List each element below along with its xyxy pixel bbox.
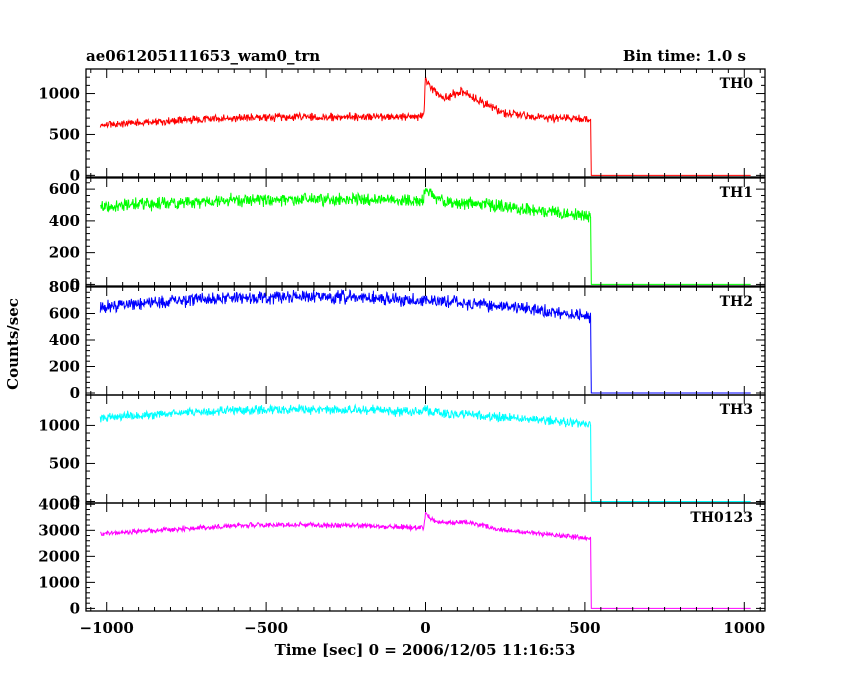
panel-label-th0: TH0 <box>720 76 754 92</box>
y-tick-label: 600 <box>49 305 80 323</box>
panels-group: 0 500 1000 TH0 0 200 400 600 TH1 0 200 400 600 800 TH2… <box>38 68 766 637</box>
series-line-th0123 <box>100 511 751 609</box>
y-tick-label: 4000 <box>38 495 80 513</box>
x-tick-label: 500 <box>569 619 600 637</box>
y-tick-label: 0 <box>70 384 80 402</box>
panel-frame <box>85 502 766 612</box>
panel-label-th1: TH1 <box>720 185 753 201</box>
panel-frame <box>85 177 766 287</box>
y-tick-label: 400 <box>49 331 80 349</box>
y-tick-label: 1000 <box>38 416 80 434</box>
y-tick-label: 0 <box>70 166 80 184</box>
y-tick-label: 0 <box>70 492 80 510</box>
panel-th0: 0 500 1000 TH0 <box>38 68 766 184</box>
chart-title: ae061205111653_wam0_trn <box>86 47 320 65</box>
series-line-th0 <box>99 76 751 176</box>
panel-label-th0123: TH0123 <box>690 510 753 526</box>
y-tick-label: 2000 <box>38 547 80 565</box>
y-tick-label: 0 <box>70 599 80 617</box>
y-tick-label: 800 <box>49 278 80 296</box>
x-tick-label: −1000 <box>80 619 134 637</box>
y-tick-label: 400 <box>49 212 80 230</box>
x-axis-title: Time [sec] 0 = 2006/12/05 11:16:53 <box>275 641 576 659</box>
series-line-th2 <box>99 288 751 394</box>
x-tick-label: 1000 <box>723 619 765 637</box>
y-tick-label: 3000 <box>38 521 80 539</box>
panel-th1: 0 200 400 600 TH1 <box>49 177 766 293</box>
panel-label-th2: TH2 <box>720 294 753 310</box>
x-tick-label: 0 <box>420 619 430 637</box>
y-tick-label: 200 <box>49 358 80 376</box>
panel-label-th3: TH3 <box>720 402 753 418</box>
series-line-th1 <box>99 187 751 285</box>
y-axis-title: Counts/sec <box>4 298 22 390</box>
y-tick-label: 1000 <box>38 573 80 591</box>
y-tick-label: 200 <box>49 244 80 262</box>
y-tick-label: 0 <box>70 275 80 293</box>
y-tick-label: 500 <box>49 454 80 472</box>
series-line-th3 <box>99 403 751 502</box>
panel-th0123: 0 1000 2000 3000 4000 TH0123 −1000 −500 0 500 1000 <box>38 495 766 637</box>
x-tick-label: −500 <box>244 619 288 637</box>
y-tick-label: 600 <box>49 180 80 198</box>
y-tick-label: 500 <box>49 125 80 143</box>
panel-th2: 0 200 400 600 800 TH2 <box>49 278 766 402</box>
panel-th3: 0 500 1000 TH3 <box>38 394 766 510</box>
y-tick-label: 1000 <box>38 85 80 103</box>
bin-time-label: Bin time: 1.0 s <box>623 47 746 65</box>
